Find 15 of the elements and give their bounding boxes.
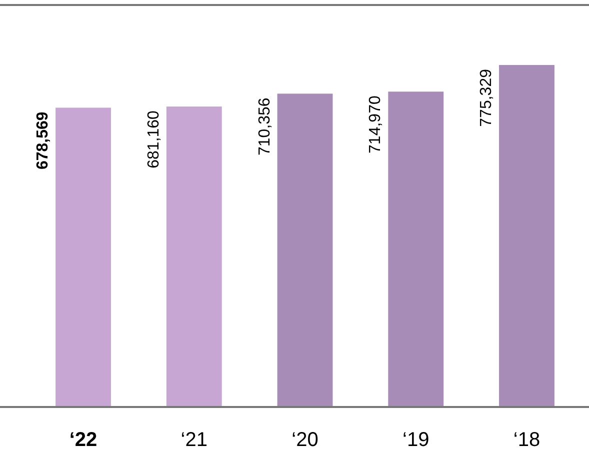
x-tick-label: ‘20 bbox=[292, 429, 318, 451]
bar bbox=[388, 92, 444, 407]
bar bbox=[56, 108, 111, 407]
data-label: 678,569 bbox=[34, 112, 52, 170]
bar bbox=[499, 65, 554, 407]
bar bbox=[166, 106, 222, 407]
x-tick-label: ‘22 bbox=[69, 429, 98, 451]
data-label: 681,160 bbox=[145, 110, 162, 168]
data-label: 714,970 bbox=[367, 96, 384, 154]
data-label: 775,329 bbox=[478, 68, 496, 127]
x-tick-label: ‘19 bbox=[402, 429, 430, 451]
x-tick-label: ‘21 bbox=[180, 429, 208, 451]
data-label: 710,356 bbox=[256, 98, 274, 156]
bar bbox=[277, 94, 333, 407]
x-tick-label: ‘18 bbox=[513, 429, 540, 451]
